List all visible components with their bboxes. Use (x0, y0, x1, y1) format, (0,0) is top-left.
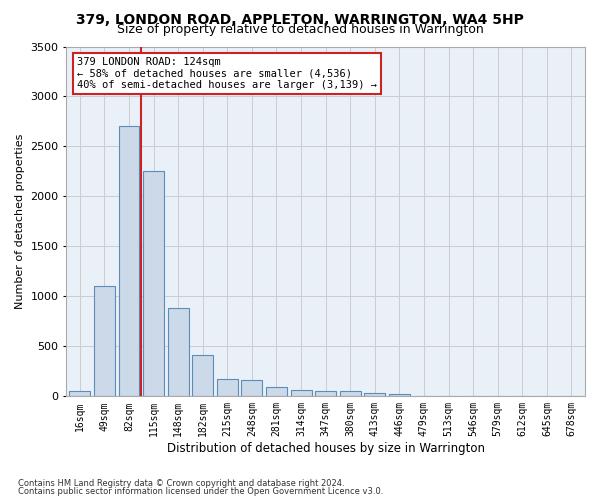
Bar (290, 390, 311, 396)
Bar (168, 308, 188, 396)
Y-axis label: Number of detached properties: Number of detached properties (15, 134, 25, 309)
Bar (315, 391, 336, 396)
Bar (340, 392, 361, 396)
Bar (143, 172, 164, 396)
Bar (389, 394, 410, 396)
Text: 379, LONDON ROAD, APPLETON, WARRINGTON, WA4 5HP: 379, LONDON ROAD, APPLETON, WARRINGTON, … (76, 12, 524, 26)
Text: Contains HM Land Registry data © Crown copyright and database right 2024.: Contains HM Land Registry data © Crown c… (18, 478, 344, 488)
Bar (241, 380, 262, 396)
X-axis label: Distribution of detached houses by size in Warrington: Distribution of detached houses by size … (167, 442, 485, 455)
Text: Size of property relative to detached houses in Warrington: Size of property relative to detached ho… (116, 22, 484, 36)
Bar (119, 126, 139, 396)
Bar (217, 380, 238, 396)
Bar (364, 393, 385, 396)
Bar (266, 387, 287, 396)
Bar (94, 286, 115, 397)
Text: Contains public sector information licensed under the Open Government Licence v3: Contains public sector information licen… (18, 487, 383, 496)
Bar (70, 391, 90, 396)
Text: 379 LONDON ROAD: 124sqm
← 58% of detached houses are smaller (4,536)
40% of semi: 379 LONDON ROAD: 124sqm ← 58% of detache… (77, 57, 377, 90)
Bar (193, 355, 213, 397)
